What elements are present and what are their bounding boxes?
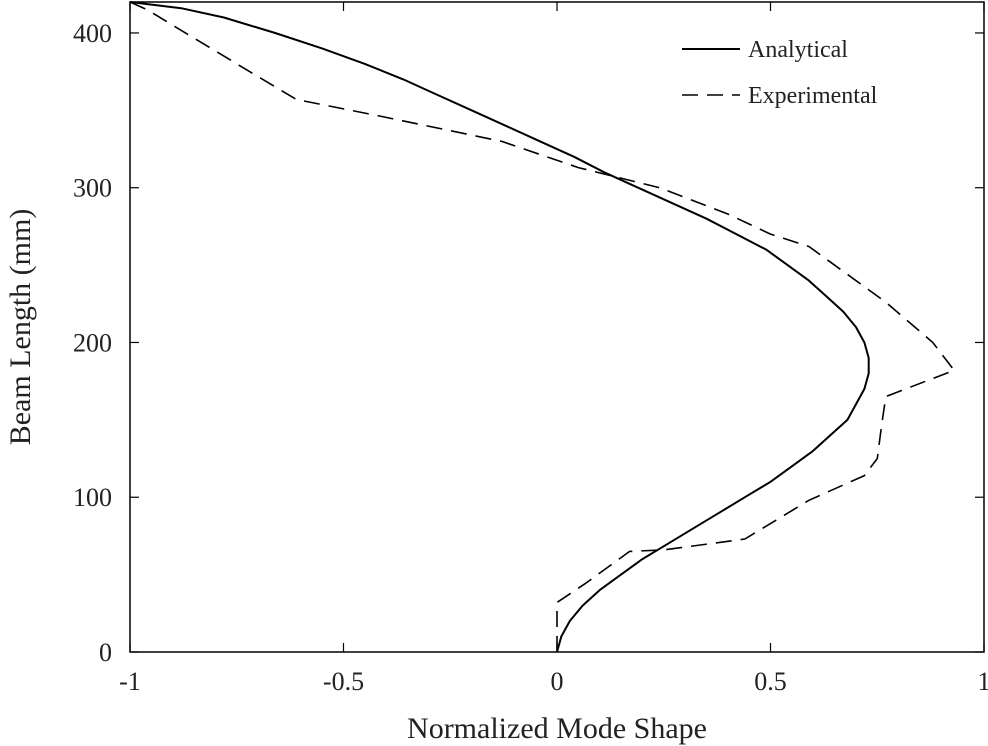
y-tick-label: 300 [73, 174, 112, 203]
series-lines [129, 1, 955, 653]
y-tick-label: 0 [99, 638, 112, 667]
x-axis-label: Normalized Mode Shape [407, 712, 707, 745]
legend-label-experimental: Experimental [748, 83, 878, 109]
y-tick-label: 200 [73, 328, 112, 357]
tick-marks [129, 2, 985, 653]
y-axis-label: Beam Length (mm) [4, 209, 37, 446]
x-tick-label: -0.5 [323, 667, 364, 696]
tick-labels: -1 -0.5 0 0.5 1 0 100 200 300 400 [73, 19, 988, 696]
series-line-experimental [129, 1, 955, 652]
legend-label-analytical: Analytical [748, 37, 848, 63]
x-tick-label: 1 [978, 667, 988, 696]
series-line-analytical [129, 1, 870, 653]
y-tick-label: 400 [73, 19, 112, 48]
x-tick-label: -1 [119, 667, 141, 696]
x-tick-label: 0 [551, 667, 564, 696]
legend: Analytical Experimental [682, 37, 878, 109]
x-tick-label: 0.5 [754, 667, 787, 696]
y-tick-label: 100 [73, 483, 112, 512]
